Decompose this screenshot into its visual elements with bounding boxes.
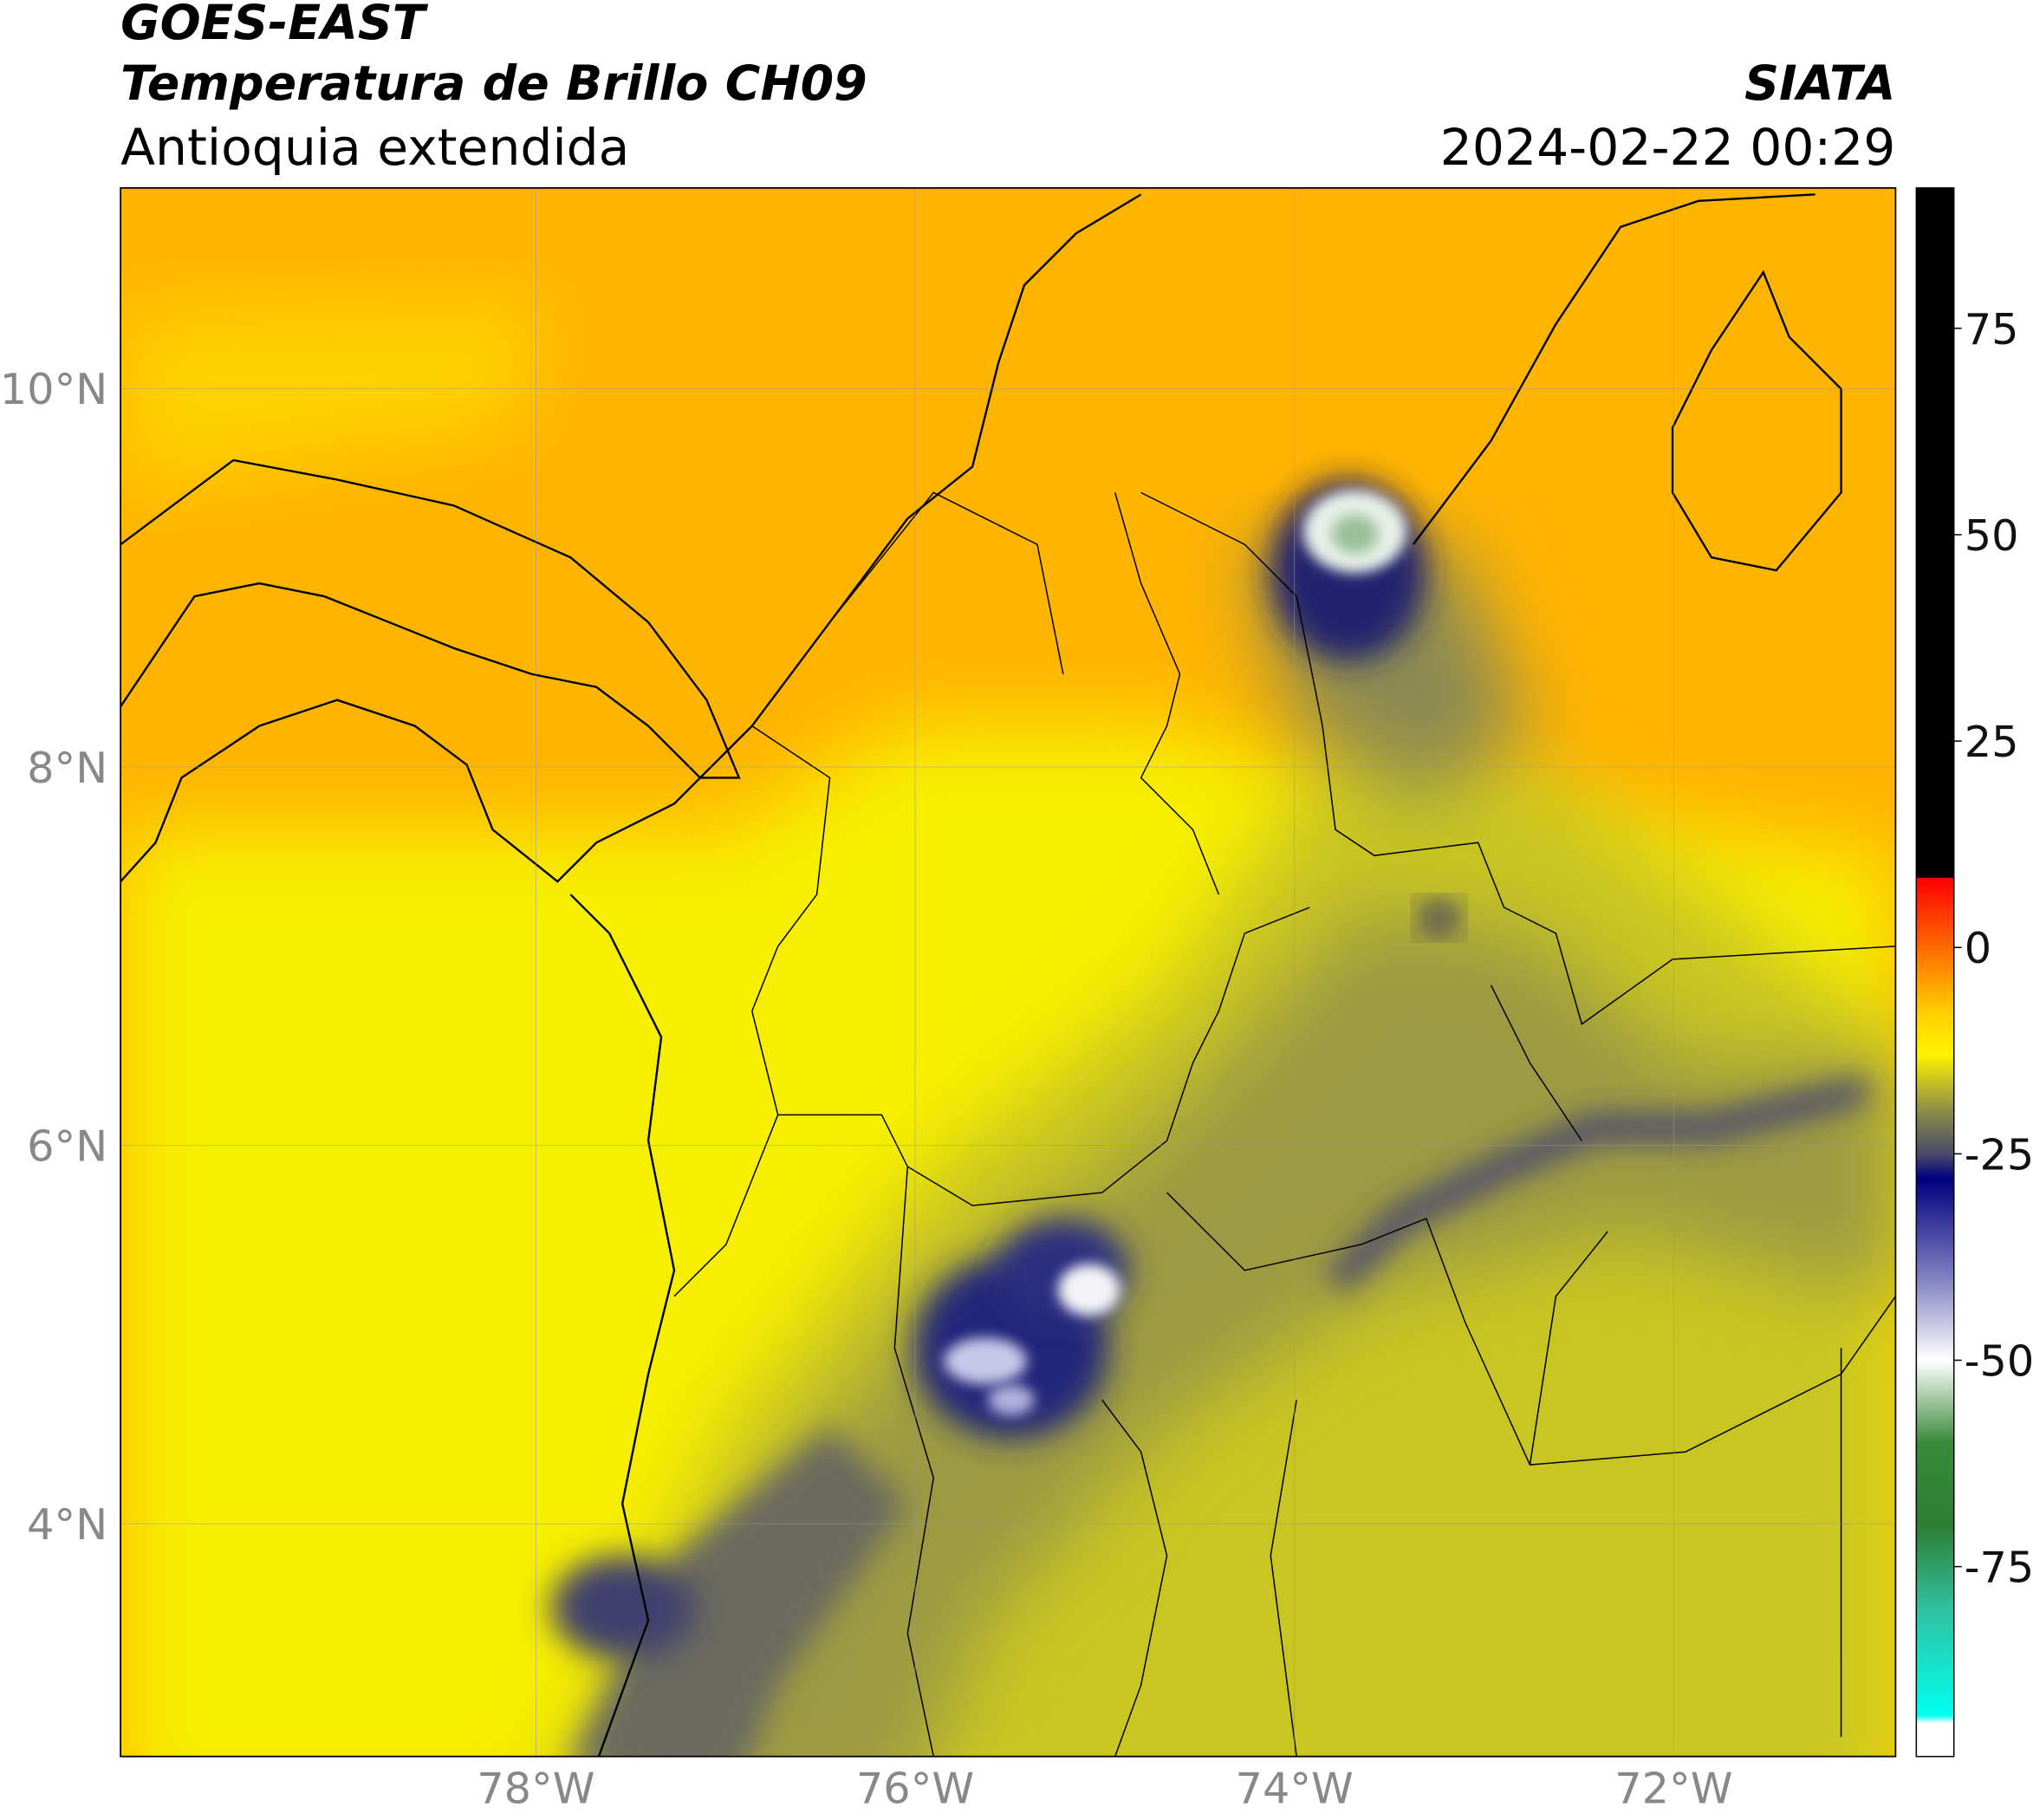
title: GOES-EAST — [120, 0, 429, 51]
y-tick-label: 10°N — [0, 364, 107, 414]
colorbar-tick-label: 75 — [1965, 304, 2019, 354]
map-frame — [120, 186, 1897, 1758]
x-tick-label: 78°W — [477, 1764, 594, 1814]
region: Antioquia extendida — [120, 118, 629, 177]
graticule — [120, 187, 1896, 1757]
colorbar-tick-label: -75 — [1965, 1543, 2033, 1593]
y-tick-label: 6°N — [27, 1121, 107, 1172]
y-tick-label: 8°N — [27, 743, 107, 793]
colorbar-tick-label: 25 — [1965, 717, 2019, 767]
datetime: 2024-02-22 00:29 — [1440, 118, 1896, 177]
satellite-image — [120, 187, 1896, 1757]
colorbar-tick-label: -25 — [1965, 1129, 2033, 1180]
x-tick-label: 76°W — [856, 1764, 974, 1814]
colorbar-tick-label: -50 — [1965, 1336, 2033, 1386]
colorbar — [1915, 187, 1955, 1758]
source: SIATA — [1744, 56, 1895, 112]
colorbar-tick-label: 50 — [1965, 510, 2019, 561]
y-tick-label: 4°N — [27, 1499, 107, 1550]
colorbar-tick-label: 0 — [1965, 923, 1991, 973]
x-tick-label: 72°W — [1614, 1764, 1732, 1814]
product: Temperatura de Brillo CH09 — [120, 56, 867, 112]
x-tick-label: 74°W — [1236, 1764, 1354, 1814]
